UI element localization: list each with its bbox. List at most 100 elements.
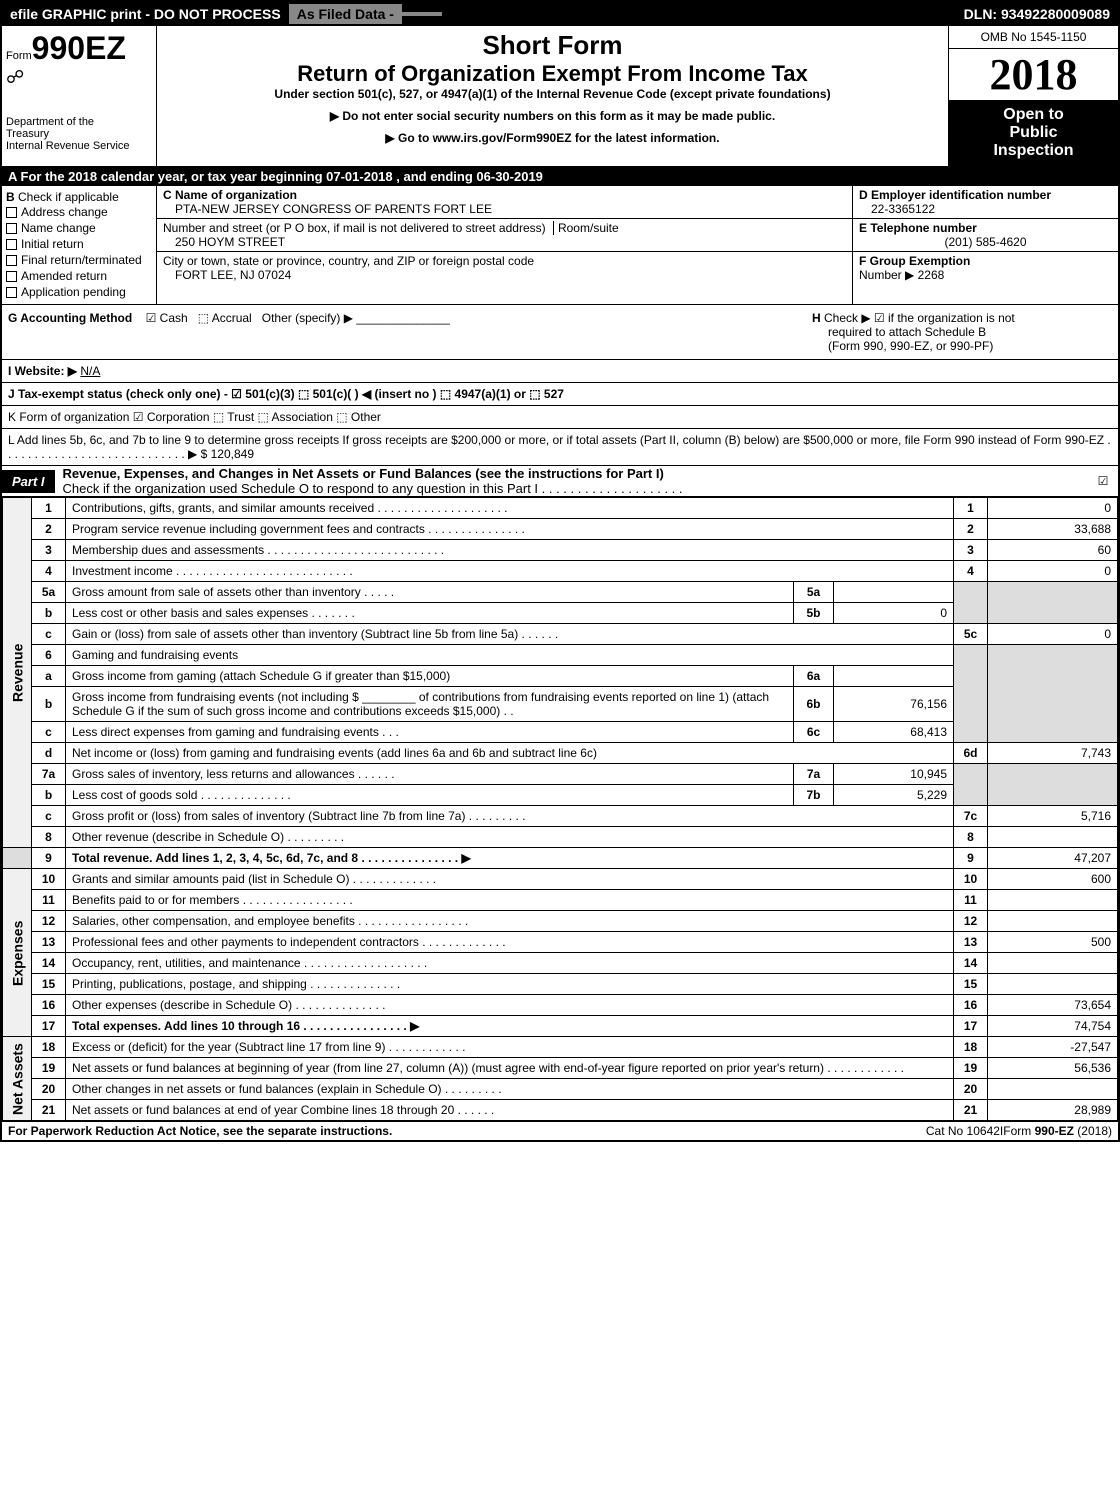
arrow-text-1: ▶ Do not enter social security numbers o… (161, 109, 944, 123)
d-value: 22-3365122 (859, 202, 1112, 216)
e-value: (201) 585-4620 (859, 235, 1112, 249)
section-def: D Employer identification number 22-3365… (853, 186, 1118, 304)
section-h: H Check ▶ ☑ if the organization is not r… (812, 311, 1112, 353)
g-cash[interactable]: ☑ Cash (146, 311, 188, 325)
line-7a: 7a Gross sales of inventory, less return… (3, 764, 1118, 785)
as-filed-gap (402, 12, 442, 16)
g-label: G Accounting Method (8, 311, 132, 325)
j-text: J Tax-exempt status (check only one) - ☑… (8, 387, 564, 401)
section-g: G Accounting Method ☑ Cash ⬚ Accrual Oth… (8, 311, 812, 353)
l-text: L Add lines 5b, 6c, and 7b to line 9 to … (8, 433, 1111, 461)
line-5a: 5a Gross amount from sale of assets othe… (3, 582, 1118, 603)
line-6d: d Net income or (loss) from gaming and f… (3, 743, 1118, 764)
form-990ez-container: efile GRAPHIC print - DO NOT PROCESS As … (0, 0, 1120, 1142)
form-number: 990EZ (32, 30, 126, 66)
part1-checkbox[interactable]: ☑ (1088, 474, 1118, 488)
street-row: Number and street (or P O box, if mail i… (157, 219, 852, 252)
d-label: D Employer identification number (859, 188, 1112, 202)
e-row: E Telephone number (201) 585-4620 (853, 219, 1118, 252)
line-19: 19 Net assets or fund balances at beginn… (3, 1058, 1118, 1079)
expenses-side-label: Expenses (3, 869, 32, 1037)
efile-label: efile GRAPHIC print - DO NOT PROCESS (2, 4, 289, 24)
line-18: Net Assets 18 Excess or (deficit) for th… (3, 1037, 1118, 1058)
header-right: OMB No 1545-1150 2018 Open to Public Ins… (948, 26, 1118, 166)
header-center: Short Form Return of Organization Exempt… (157, 26, 948, 166)
part1-check-text: Check if the organization used Schedule … (63, 481, 683, 496)
e-label: E Telephone number (859, 221, 1112, 235)
line-a: A For the 2018 calendar year, or tax yea… (2, 167, 1118, 186)
footer-right: Form 990-EZ (2018) (1003, 1124, 1112, 1138)
line-5c: c Gain or (loss) from sale of assets oth… (3, 624, 1118, 645)
line-1: Revenue 1 Contributions, gifts, grants, … (3, 498, 1118, 519)
line-8: 8 Other revenue (describe in Schedule O)… (3, 827, 1118, 848)
line-2: 2 Program service revenue including gove… (3, 519, 1118, 540)
top-bar: efile GRAPHIC print - DO NOT PROCESS As … (2, 2, 1118, 26)
dept-line3: Internal Revenue Service (6, 140, 152, 152)
under-section: Under section 501(c), 527, or 4947(a)(1)… (161, 87, 944, 101)
c-name-label: C Name of organization (163, 188, 846, 202)
line-9: 9 Total revenue. Add lines 1, 2, 3, 4, 5… (3, 848, 1118, 869)
f-label: F Group Exemption (859, 254, 970, 268)
line-7b: b Less cost of goods sold . . . . . . . … (3, 785, 1118, 806)
part1-table: Revenue 1 Contributions, gifts, grants, … (2, 497, 1118, 1121)
g-accrual[interactable]: ⬚ Accrual (198, 311, 252, 325)
footer-left: For Paperwork Reduction Act Notice, see … (8, 1124, 926, 1138)
part1-label: Part I (2, 470, 55, 493)
city-value: FORT LEE, NJ 07024 (163, 268, 846, 282)
header-row: Form990EZ ☍ Department of the Treasury I… (2, 26, 1118, 167)
section-l: L Add lines 5b, 6c, and 7b to line 9 to … (2, 429, 1118, 466)
open-line1: Open to (955, 106, 1112, 124)
line-20: 20 Other changes in net assets or fund b… (3, 1079, 1118, 1100)
street-value: 250 HOYM STREET (163, 235, 846, 249)
header-left: Form990EZ ☍ Department of the Treasury I… (2, 26, 157, 166)
line-6b: b Gross income from fundraising events (… (3, 687, 1118, 722)
as-filed-label: As Filed Data - (289, 4, 402, 24)
check-pending[interactable]: Application pending (6, 284, 152, 300)
check-amended[interactable]: Amended return (6, 268, 152, 284)
arrow-text-2: ▶ Go to www.irs.gov/Form990EZ for the la… (161, 131, 944, 145)
line-7c: c Gross profit or (loss) from sales of i… (3, 806, 1118, 827)
line-17: 17 Total expenses. Add lines 10 through … (3, 1016, 1118, 1037)
dln-label: DLN: 93492280009089 (964, 6, 1118, 22)
f-value: 2268 (918, 268, 945, 282)
revenue-side-label: Revenue (3, 498, 32, 848)
dept-line2: Treasury (6, 128, 152, 140)
section-i: I Website: ▶ N/A (2, 360, 1118, 383)
line-21: 21 Net assets or fund balances at end of… (3, 1100, 1118, 1121)
line-15: 15 Printing, publications, postage, and … (3, 974, 1118, 995)
omb-number: OMB No 1545-1150 (949, 26, 1118, 49)
line-16: 16 Other expenses (describe in Schedule … (3, 995, 1118, 1016)
section-cdef: C Name of organization PTA-NEW JERSEY CO… (157, 186, 1118, 304)
check-name[interactable]: Name change (6, 220, 152, 236)
i-label: I Website: ▶ (8, 364, 77, 378)
footer-row: For Paperwork Reduction Act Notice, see … (2, 1121, 1118, 1140)
line-11: 11 Benefits paid to or for members . . .… (3, 890, 1118, 911)
form-prefix: Form (6, 50, 32, 62)
section-gh: G Accounting Method ☑ Cash ⬚ Accrual Oth… (2, 305, 1118, 360)
line-4: 4 Investment income . . . . . . . . . . … (3, 561, 1118, 582)
check-final[interactable]: Final return/terminated (6, 252, 152, 268)
line-6c: c Less direct expenses from gaming and f… (3, 722, 1118, 743)
l-value: $ 120,849 (201, 447, 254, 461)
check-address[interactable]: Address change (6, 204, 152, 220)
line-6a: a Gross income from gaming (attach Sched… (3, 666, 1118, 687)
b-check-if: Check if applicable (18, 190, 119, 204)
i-value: N/A (80, 364, 100, 378)
line-3: 3 Membership dues and assessments . . . … (3, 540, 1118, 561)
line-14: 14 Occupancy, rent, utilities, and maint… (3, 953, 1118, 974)
section-b: B Check if applicable Address change Nam… (2, 186, 157, 304)
open-public-box: Open to Public Inspection (949, 100, 1118, 166)
section-c: C Name of organization PTA-NEW JERSEY CO… (157, 186, 853, 304)
g-other[interactable]: Other (specify) ▶ ______________ (262, 311, 450, 325)
room-label: Room/suite (553, 221, 619, 235)
city-row: City or town, state or province, country… (157, 252, 852, 284)
h-text1: Check ▶ ☑ if the organization is not (824, 311, 1015, 325)
d-row: D Employer identification number 22-3365… (853, 186, 1118, 219)
h-text2: required to attach Schedule B (812, 325, 986, 339)
line-6: 6 Gaming and fundraising events (3, 645, 1118, 666)
netassets-side-label: Net Assets (3, 1037, 32, 1121)
check-initial[interactable]: Initial return (6, 236, 152, 252)
section-bcdef: B Check if applicable Address change Nam… (2, 186, 1118, 305)
open-line3: Inspection (955, 142, 1112, 160)
tax-year: 2018 (949, 49, 1118, 100)
